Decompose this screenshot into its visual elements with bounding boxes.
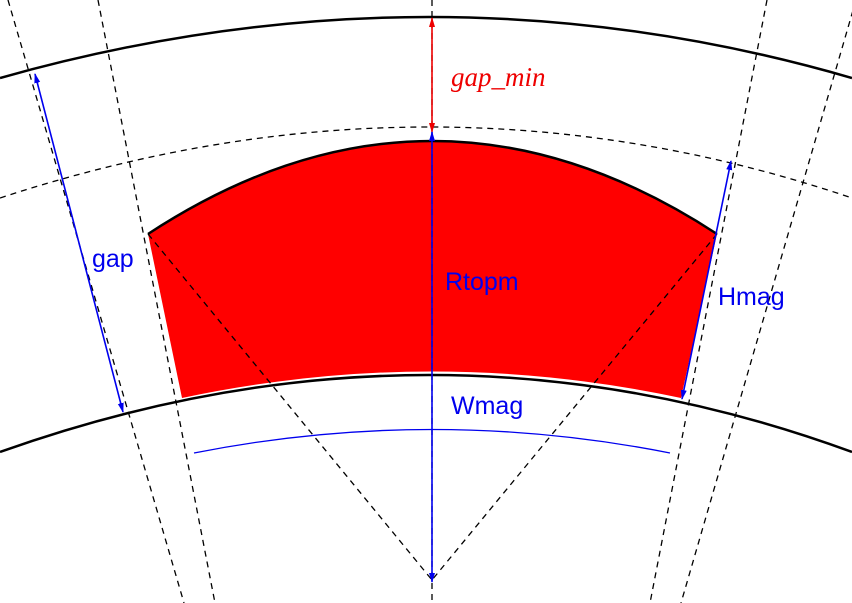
outer-stator-arc	[0, 15, 852, 80]
wmag-label: Wmag	[451, 392, 523, 420]
hmag-arrow	[680, 160, 733, 400]
gap-label: gap	[92, 245, 134, 273]
radial-line-far-right	[680, 11, 852, 603]
diagonal-line-right	[431, 233, 718, 581]
radial-line-far-left	[7, 0, 185, 603]
hmag-label: Hmag	[718, 283, 785, 311]
diagonal-line-left	[147, 233, 433, 581]
gap-arrow	[34, 73, 124, 413]
gap-min-label: gap_min	[451, 62, 546, 92]
rtopm-label: Rtopm	[445, 268, 519, 296]
rotor-surface-arc	[0, 373, 852, 454]
radial-line-right	[649, 0, 768, 603]
